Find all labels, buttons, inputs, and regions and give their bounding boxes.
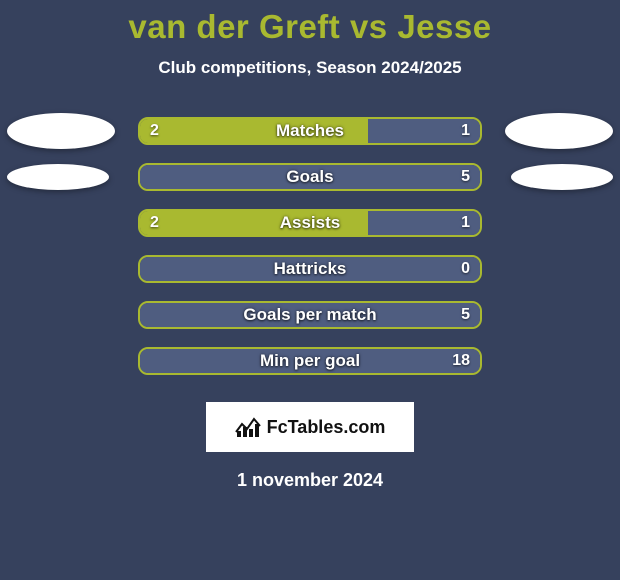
page-title: van der Greft vs Jesse [0, 8, 620, 46]
date-text: 1 november 2024 [0, 470, 620, 491]
stat-row: Matches21 [0, 108, 620, 154]
stat-bar: Min per goal18 [138, 347, 482, 375]
stat-rows: Matches21 Goals5 Assists21 Hattricks0 Goals … [0, 108, 620, 384]
player-avatar-left [7, 113, 115, 149]
player-avatar-right [505, 113, 613, 149]
stat-bar: Goals per match5 [138, 301, 482, 329]
stat-bar: Matches21 [138, 117, 482, 145]
stat-bar-left [140, 119, 368, 143]
stat-bar: Assists21 [138, 209, 482, 237]
logo-text: FcTables.com [267, 417, 386, 438]
subtitle: Club competitions, Season 2024/2025 [0, 58, 620, 78]
stat-row: Goals per match5 [0, 292, 620, 338]
stat-bar-right [140, 257, 480, 281]
stat-row: Hattricks0 [0, 246, 620, 292]
player-avatar-right [511, 164, 613, 190]
stat-bar-left [140, 211, 368, 235]
stat-bar-right [368, 119, 480, 143]
stat-row: Assists21 [0, 200, 620, 246]
stat-bar: Goals5 [138, 163, 482, 191]
stat-row: Goals5 [0, 154, 620, 200]
comparison-infographic: van der Greft vs Jesse Club competitions… [0, 0, 620, 580]
stat-row: Min per goal18 [0, 338, 620, 384]
logo-badge: FcTables.com [206, 402, 414, 452]
stat-bar-right [140, 165, 480, 189]
stat-bar-right [368, 211, 480, 235]
chart-icon [235, 416, 261, 438]
player-avatar-left [7, 164, 109, 190]
stat-bar-right [140, 303, 480, 327]
stat-bar-right [140, 349, 480, 373]
stat-bar: Hattricks0 [138, 255, 482, 283]
